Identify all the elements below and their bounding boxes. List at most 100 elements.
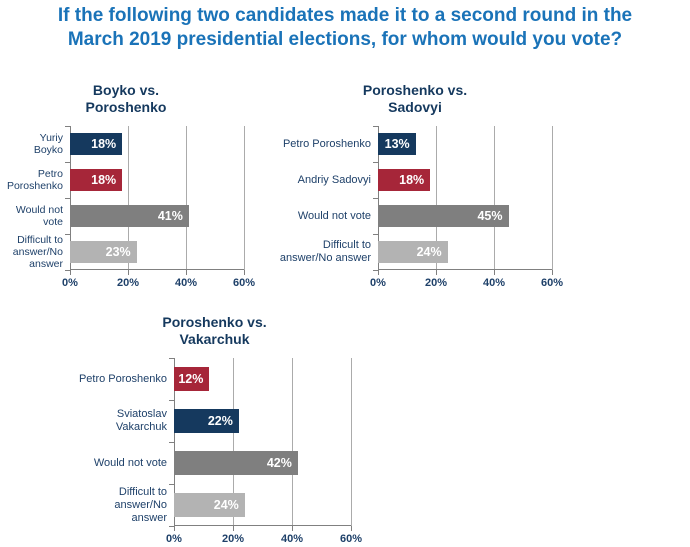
y-axis-tick [169, 442, 174, 444]
category-label-text: Difficult to answer/No answer [12, 233, 63, 271]
bar-row: 42% [174, 451, 298, 476]
category-label: Would not vote [8, 198, 70, 234]
category-label-text: Would not vote [93, 456, 167, 469]
gridline [494, 126, 495, 271]
x-axis [378, 269, 552, 271]
x-axis-tick-label: 40% [482, 277, 506, 290]
bar: 18% [70, 169, 123, 192]
x-axis-tick [174, 526, 175, 532]
bar-row: 18% [70, 169, 123, 192]
category-label: Petro Poroshenko [78, 358, 174, 400]
y-axis-tick [373, 126, 378, 128]
bar-value-label: 24% [213, 498, 239, 513]
x-axis-tick-label: 20% [424, 277, 448, 290]
gridline [244, 126, 245, 271]
category-axis: Petro Poroshenko Sviatoslav Vakarchuk Woul… [78, 358, 174, 526]
category-label: Andriy Sadovyi [278, 162, 378, 198]
category-label-text: Yuriy Boyko [33, 131, 63, 157]
category-label-text: Petro Poroshenko [6, 167, 63, 193]
chart-body: Petro Poroshenko Andriy Sadovyi Would not … [278, 126, 572, 289]
x-axis-tick [494, 270, 495, 276]
chart-title: Boyko vs. Poroshenko [85, 82, 167, 116]
category-label-text: Petro Poroshenko [282, 137, 371, 150]
bar: 24% [378, 241, 448, 264]
x-axis-tick [233, 526, 234, 532]
y-axis-tick [373, 270, 378, 272]
y-axis-tick [65, 162, 70, 164]
x-axis-tick [351, 526, 352, 532]
x-axis-tick-label: 20% [116, 277, 140, 290]
chart-body: Petro Poroshenko Sviatoslav Vakarchuk Woul… [78, 358, 371, 545]
x-axis-tick-label: 60% [232, 277, 256, 290]
x-axis-tick [128, 270, 129, 276]
category-label: Difficult to answer/No answer [278, 234, 378, 270]
bar-value-label: 13% [384, 137, 410, 152]
category-label: Petro Poroshenko [6, 162, 70, 198]
x-axis-tick-label: 40% [280, 533, 304, 546]
bar-value-label: 18% [91, 173, 117, 188]
bar: 18% [378, 169, 431, 192]
bar: 13% [378, 133, 416, 156]
y-axis-tick [169, 358, 174, 360]
category-label: Difficult to answer/No answer [78, 484, 174, 526]
bar: 42% [174, 451, 298, 476]
gridline [351, 358, 352, 527]
y-axis-tick [169, 526, 174, 528]
bar: 41% [70, 205, 189, 228]
bar-value-label: 45% [477, 209, 503, 224]
chart-title: Poroshenko vs. Vakarchuk [162, 314, 267, 348]
x-axis-tick-label: 40% [174, 277, 198, 290]
x-axis-tick [186, 270, 187, 276]
bar-value-label: 23% [105, 245, 131, 260]
x-axis [70, 269, 244, 271]
x-axis-tick-label: 60% [540, 277, 564, 290]
y-axis-tick [65, 234, 70, 236]
y-axis-tick [169, 400, 174, 402]
gridline [128, 126, 129, 271]
bar: 24% [174, 493, 245, 518]
y-axis-tick [373, 162, 378, 164]
bar-row: 13% [378, 133, 416, 156]
plot-area: 13% 18% 45% 24% 0% 20% 40% 60% [370, 126, 563, 289]
y-axis-tick [65, 198, 70, 200]
chart-poroshenko-vs-vakarchuk: Poroshenko vs. Vakarchuk Petro Poroshenko… [78, 314, 371, 545]
gridline [186, 126, 187, 271]
x-axis-tick-label: 0% [370, 277, 386, 290]
bar: 18% [70, 133, 123, 156]
category-label: Yuriy Boyko [8, 126, 70, 162]
y-axis-tick [65, 126, 70, 128]
bar-value-label: 12% [178, 372, 204, 387]
bar-value-label: 41% [157, 209, 183, 224]
category-label-text: Sviatoslav Vakarchuk [115, 408, 167, 434]
category-label: Sviatoslav Vakarchuk [78, 400, 174, 442]
gridline [292, 358, 293, 527]
bar-row: 22% [174, 409, 239, 434]
plot-area: 12% 22% 42% 24% 0% 20% 40% 60% [166, 358, 362, 545]
x-axis-tick-label: 0% [166, 533, 182, 546]
y-axis [174, 358, 175, 527]
y-axis-tick [169, 484, 174, 486]
bar-row: 18% [378, 169, 431, 192]
bar-row: 23% [70, 241, 137, 264]
x-axis [174, 525, 351, 527]
y-axis [70, 126, 71, 271]
bar-value-label: 18% [91, 137, 117, 152]
x-axis-tick [552, 270, 553, 276]
category-label: Petro Poroshenko [278, 126, 378, 162]
gridline [552, 126, 553, 271]
chart-body: Yuriy Boyko Petro Poroshenko Would not vot… [6, 126, 264, 289]
gridline [233, 358, 234, 527]
bar: 45% [378, 205, 509, 228]
category-label-text: Petro Poroshenko [78, 372, 167, 385]
category-label-text: Difficult to answer/No answer [279, 239, 371, 265]
bar-value-label: 22% [207, 414, 233, 429]
category-label-text: Would not vote [15, 203, 63, 229]
y-axis-tick [373, 198, 378, 200]
category-label: Difficult to answer/No answer [8, 233, 70, 271]
bar: 22% [174, 409, 239, 434]
bar-row: 45% [378, 205, 509, 228]
bar: 12% [174, 367, 210, 392]
bar-row: 41% [70, 205, 189, 228]
x-axis-tick [378, 270, 379, 276]
category-axis: Petro Poroshenko Andriy Sadovyi Would not … [278, 126, 378, 270]
